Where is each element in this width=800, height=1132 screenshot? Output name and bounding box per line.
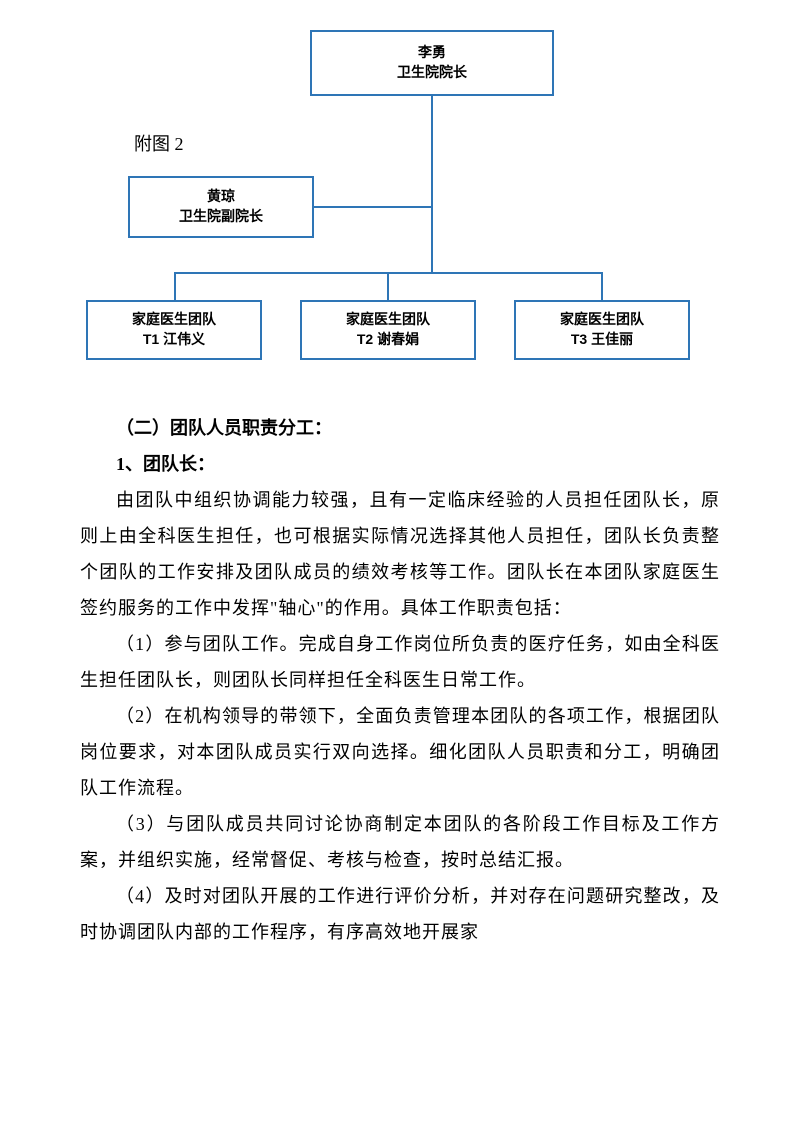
paragraph: （1）参与团队工作。完成自身工作岗位所负责的医疗任务，如由全科医生担任团队长，则… <box>80 626 720 698</box>
org-node-title: 卫生院副院长 <box>179 207 263 227</box>
document-text: （二）团队人员职责分工： 1、团队长： 由团队中组织协调能力较强，且有一定临床经… <box>0 410 800 990</box>
org-node-director: 李勇 卫生院院长 <box>310 30 554 96</box>
org-node-team-1: 家庭医生团队 T1 江伟义 <box>86 300 262 360</box>
org-chart: 附图 2 李勇 卫生院院长 黄琼 卫生院副院长 家庭医生团队 T1 江伟义 家庭… <box>0 0 800 400</box>
org-team-code: T3 王佳丽 <box>571 330 633 350</box>
org-line <box>601 272 603 300</box>
org-team-code: T2 谢春娟 <box>357 330 419 350</box>
section-heading: （二）团队人员职责分工： <box>80 410 720 446</box>
figure-label: 附图 2 <box>134 130 184 156</box>
org-node-name: 黄琼 <box>207 187 235 207</box>
org-node-name: 李勇 <box>418 43 446 63</box>
org-team-label: 家庭医生团队 <box>560 310 644 330</box>
org-node-team-2: 家庭医生团队 T2 谢春娟 <box>300 300 476 360</box>
paragraph: 由团队中组织协调能力较强，且有一定临床经验的人员担任团队长，原则上由全科医生担任… <box>80 482 720 626</box>
subsection-heading: 1、团队长： <box>80 446 720 482</box>
paragraph: （2）在机构领导的带领下，全面负责管理本团队的各项工作，根据团队岗位要求，对本团… <box>80 698 720 806</box>
org-node-team-3: 家庭医生团队 T3 王佳丽 <box>514 300 690 360</box>
paragraph: （3）与团队成员共同讨论协商制定本团队的各阶段工作目标及工作方案，并组织实施，经… <box>80 806 720 878</box>
org-line <box>387 272 389 300</box>
org-node-title: 卫生院院长 <box>397 63 467 83</box>
org-node-deputy: 黄琼 卫生院副院长 <box>128 176 314 238</box>
org-line <box>174 272 176 300</box>
paragraph: （4）及时对团队开展的工作进行评价分析，并对存在问题研究整改，及时协调团队内部的… <box>80 878 720 950</box>
org-team-label: 家庭医生团队 <box>346 310 430 330</box>
org-line <box>314 206 432 208</box>
org-line <box>431 96 433 272</box>
org-team-code: T1 江伟义 <box>143 330 205 350</box>
org-team-label: 家庭医生团队 <box>132 310 216 330</box>
